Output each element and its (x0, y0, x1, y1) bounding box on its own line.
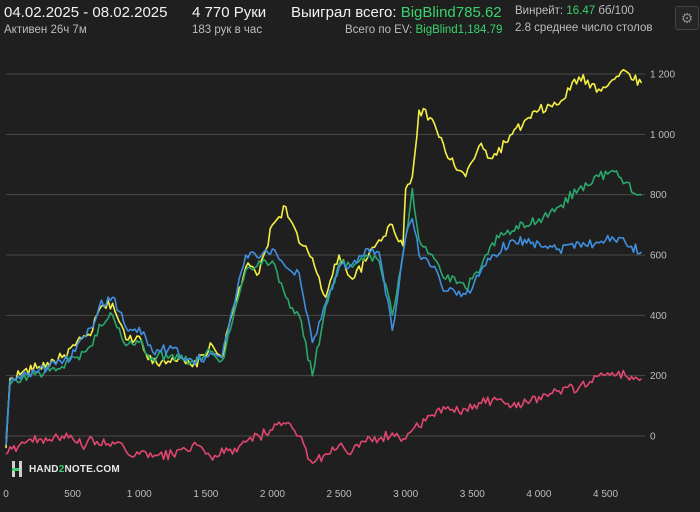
x-tick-label: 2 500 (327, 489, 352, 500)
x-tick-label: 0 (3, 489, 9, 500)
active-time: Активен 26ч 7м (4, 24, 87, 36)
series-line-won (5, 169, 642, 440)
y-tick-label: 1 200 (650, 70, 675, 81)
series-line-showdown (5, 218, 642, 446)
hands-count: 4 770 Руки (192, 4, 267, 21)
x-tick-label: 1 500 (193, 489, 218, 500)
total-ev-label: Всего по EV: (345, 24, 413, 36)
y-tick-label: 0 (650, 432, 656, 443)
winrate-label: Винрейт: (515, 5, 564, 17)
x-tick-label: 500 (64, 489, 81, 500)
y-tick-label: 200 (650, 371, 667, 382)
series-line-non_showdown (5, 369, 643, 464)
total-won-value: BigBlind785.62 (400, 4, 502, 21)
hands-per-hour: 183 рук в час (192, 24, 263, 36)
winrate: Винрейт: 16.47 бб/100 (515, 5, 634, 17)
winrate-unit: бб/100 (598, 5, 634, 17)
total-ev: Всего по EV: BigBlind1,184.79 (345, 24, 502, 36)
x-tick-label: 3 000 (393, 489, 418, 500)
logo-text-part1: HAND (29, 463, 59, 475)
series-line-ev (5, 68, 643, 449)
winrate-value: 16.47 (566, 5, 596, 17)
logo-text-part2: 2 (58, 463, 65, 475)
gear-icon[interactable]: ⚙ (675, 6, 699, 30)
average-tables: 2.8 среднее число столов (515, 22, 653, 34)
x-tick-label: 1 000 (127, 489, 152, 500)
logo-text-part3: NOTE.COM (64, 463, 120, 475)
x-tick-label: 4 500 (593, 489, 618, 500)
total-won: Выиграл всего: BigBlind785.62 (291, 4, 502, 21)
y-tick-label: 800 (650, 190, 667, 201)
x-tick-label: 4 000 (526, 489, 551, 500)
logo-mark-icon (12, 461, 24, 477)
hand2note-logo: HAND 2 NOTE.COM (12, 461, 120, 477)
y-tick-label: 1 000 (650, 130, 675, 141)
x-tick-label: 3 500 (460, 489, 485, 500)
total-won-label: Выиграл всего: (291, 4, 397, 21)
x-tick-label: 2 000 (260, 489, 285, 500)
total-ev-value: BigBlind1,184.79 (415, 24, 503, 36)
date-range: 04.02.2025 - 08.02.2025 (4, 4, 168, 21)
y-tick-label: 600 (650, 251, 667, 262)
y-tick-label: 400 (650, 311, 667, 322)
